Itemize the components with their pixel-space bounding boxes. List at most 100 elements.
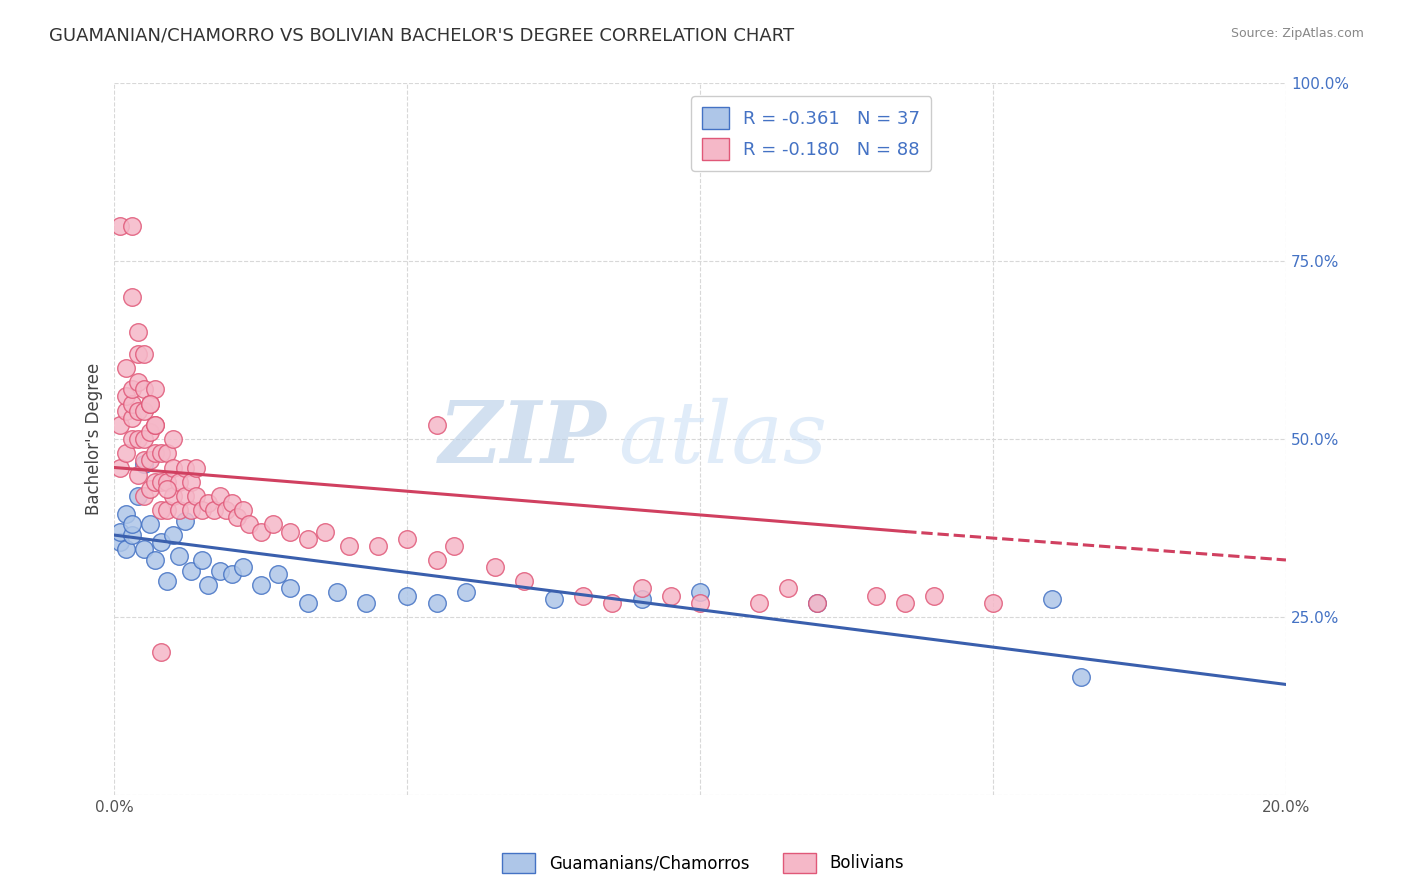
Point [110, 417, 132, 432]
Point [238, 517, 260, 532]
Point [197, 578, 219, 592]
Point [426, 596, 449, 610]
Point [981, 596, 1004, 610]
Point [132, 542, 155, 557]
Point [110, 535, 132, 549]
Point [297, 596, 319, 610]
Point [173, 460, 195, 475]
Point [226, 510, 249, 524]
Point [138, 425, 160, 439]
Point [180, 564, 202, 578]
Point [156, 482, 179, 496]
Text: ZIP: ZIP [439, 397, 606, 481]
Point [138, 482, 160, 496]
Point [267, 567, 290, 582]
Point [127, 489, 149, 503]
Point [186, 460, 208, 475]
Point [132, 489, 155, 503]
Point [443, 539, 465, 553]
Point [191, 503, 214, 517]
Point [115, 507, 138, 521]
Point [250, 524, 273, 539]
Y-axis label: Bachelor's Degree: Bachelor's Degree [86, 363, 103, 516]
Point [138, 396, 160, 410]
Point [326, 585, 349, 599]
Point [121, 290, 143, 304]
Point [150, 535, 173, 549]
Point [250, 578, 273, 592]
Point [572, 589, 595, 603]
Point [110, 460, 132, 475]
Point [191, 553, 214, 567]
Point [186, 489, 208, 503]
Point [167, 549, 190, 564]
Point [894, 596, 917, 610]
Point [145, 417, 167, 432]
Point [121, 219, 143, 233]
Point [278, 582, 301, 596]
Point [167, 475, 190, 489]
Text: atlas: atlas [619, 398, 827, 481]
Point [127, 347, 149, 361]
Point [150, 446, 173, 460]
Point [513, 574, 536, 589]
Point [156, 475, 179, 489]
Point [121, 528, 143, 542]
Point [630, 582, 652, 596]
Point [396, 589, 419, 603]
Point [110, 524, 132, 539]
Point [221, 567, 243, 582]
Point [865, 589, 887, 603]
Point [132, 432, 155, 446]
Point [145, 446, 167, 460]
Point [197, 496, 219, 510]
Point [396, 532, 419, 546]
Point [138, 517, 160, 532]
Point [924, 589, 946, 603]
Point [138, 453, 160, 467]
Point [232, 560, 254, 574]
Text: GUAMANIAN/CHAMORRO VS BOLIVIAN BACHELOR'S DEGREE CORRELATION CHART: GUAMANIAN/CHAMORRO VS BOLIVIAN BACHELOR'… [49, 27, 794, 45]
Point [748, 596, 770, 610]
Legend: Guamanians/Chamorros, Bolivians: Guamanians/Chamorros, Bolivians [495, 847, 911, 880]
Point [150, 645, 173, 659]
Point [127, 375, 149, 389]
Point [297, 532, 319, 546]
Point [180, 503, 202, 517]
Point [314, 524, 336, 539]
Point [121, 396, 143, 410]
Legend: R = -0.361   N = 37, R = -0.180   N = 88: R = -0.361 N = 37, R = -0.180 N = 88 [692, 96, 931, 170]
Point [156, 446, 179, 460]
Point [121, 410, 143, 425]
Point [115, 360, 138, 375]
Point [337, 539, 360, 553]
Point [689, 596, 711, 610]
Text: Source: ZipAtlas.com: Source: ZipAtlas.com [1230, 27, 1364, 40]
Point [162, 528, 184, 542]
Point [426, 553, 449, 567]
Point [173, 514, 195, 528]
Point [232, 503, 254, 517]
Point [115, 542, 138, 557]
Point [180, 475, 202, 489]
Point [167, 503, 190, 517]
Point [202, 503, 225, 517]
Point [173, 489, 195, 503]
Point [145, 475, 167, 489]
Point [543, 592, 565, 607]
Point [776, 582, 799, 596]
Point [806, 596, 828, 610]
Point [1070, 670, 1092, 684]
Point [262, 517, 284, 532]
Point [132, 382, 155, 396]
Point [132, 453, 155, 467]
Point [138, 396, 160, 410]
Point [115, 446, 138, 460]
Point [162, 489, 184, 503]
Point [132, 347, 155, 361]
Point [121, 517, 143, 532]
Point [121, 382, 143, 396]
Point [367, 539, 389, 553]
Point [145, 382, 167, 396]
Point [454, 585, 477, 599]
